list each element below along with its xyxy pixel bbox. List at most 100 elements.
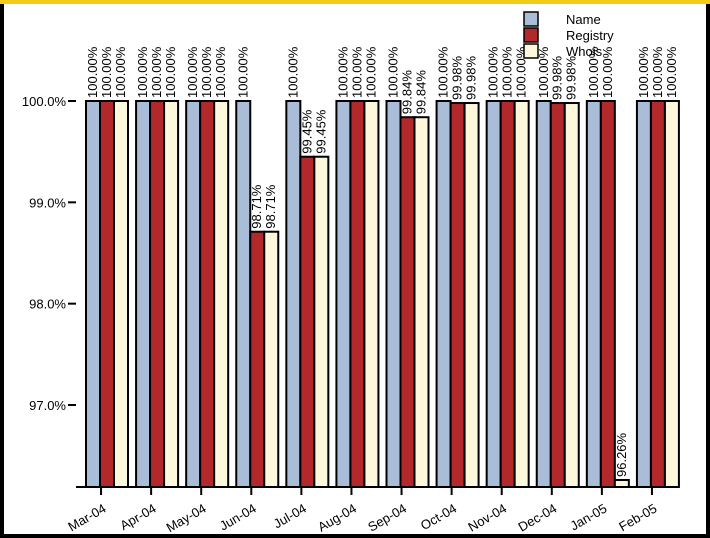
- bar-name-feb-05: [635, 100, 652, 488]
- x-tick-label-aug-04: Aug-04: [315, 501, 359, 534]
- bar-registry-may-04: [199, 100, 216, 488]
- bar-name-mar-04: [85, 100, 101, 488]
- value-label-registry-aug-04: 100.00%: [349, 46, 364, 98]
- value-label-whois-nov-04: 100.00%: [514, 46, 529, 98]
- x-tick-label-jul-04: Jul-04: [271, 501, 309, 532]
- y-tick-label: 99.0%: [29, 195, 66, 210]
- bar-name-oct-04: [435, 100, 452, 488]
- value-label-registry-dec-04: 99.98%: [550, 55, 565, 100]
- bar-name-jan-05: [585, 100, 602, 488]
- x-tick-label-mar-04: Mar-04: [65, 501, 108, 534]
- value-label-whois-apr-04: 100.00%: [163, 46, 178, 98]
- bar-registry-apr-04: [149, 100, 166, 488]
- value-label-name-apr-04: 100.00%: [135, 46, 150, 98]
- bar-whois-dec-04: [563, 102, 580, 488]
- value-label-registry-jun-04: 98.71%: [249, 184, 264, 229]
- bar-registry-aug-04: [349, 100, 366, 488]
- value-label-registry-may-04: 100.00%: [199, 46, 214, 98]
- value-label-registry-feb-05: 100.00%: [650, 46, 665, 98]
- value-label-whois-mar-04: 100.00%: [113, 46, 128, 98]
- value-label-name-may-04: 100.00%: [185, 46, 200, 98]
- value-label-registry-sep-04: 99.84%: [400, 70, 415, 115]
- value-label-whois-sep-04: 99.84%: [414, 70, 429, 115]
- x-tick-label-sep-04: Sep-04: [365, 501, 409, 534]
- value-label-registry-jan-05: 100.00%: [600, 46, 615, 98]
- legend-swatch-registry: [523, 27, 539, 43]
- value-label-registry-mar-04: 100.00%: [99, 46, 114, 98]
- bar-whois-may-04: [213, 100, 230, 488]
- bar-registry-nov-04: [499, 100, 516, 488]
- bar-name-jul-04: [285, 100, 302, 488]
- bar-chart: 100.00% 100.00% 100.00% 100.00% 100.00% 100.0…: [22, 11, 680, 534]
- value-label-name-jan-05: 100.00%: [586, 46, 601, 98]
- value-label-whois-jan-05: 96.26%: [614, 432, 629, 477]
- value-label-name-jul-04: 100.00%: [285, 46, 300, 98]
- legend-label-registry: Registry: [566, 28, 614, 43]
- value-label-registry-apr-04: 100.00%: [149, 46, 164, 98]
- bar-whois-aug-04: [363, 100, 380, 488]
- legend-swatch-whois: [523, 43, 539, 59]
- value-label-whois-oct-04: 99.98%: [464, 55, 479, 100]
- legend-label-whois: Whois: [566, 44, 603, 59]
- chart-panel: 100.00% 100.00% 100.00% 100.00% 100.00% 100.0…: [4, 4, 706, 534]
- bar-whois-nov-04: [513, 100, 530, 488]
- bar-registry-mar-04: [99, 100, 115, 488]
- top-accent-strip: [0, 0, 710, 4]
- bar-whois-jul-04: [313, 155, 330, 488]
- x-tick-label-jan-05: Jan-05: [567, 501, 609, 534]
- bar-registry-feb-05: [649, 100, 666, 488]
- value-label-whois-dec-04: 99.98%: [564, 55, 579, 100]
- x-tick-label-may-04: May-04: [164, 501, 209, 534]
- bar-name-sep-04: [385, 100, 402, 488]
- bar-whois-jun-04: [263, 230, 280, 488]
- y-tick-label: 98.0%: [29, 297, 66, 312]
- bar-registry-jul-04: [299, 155, 316, 488]
- x-tick-label-feb-05: Feb-05: [616, 501, 659, 534]
- bar-name-jun-04: [235, 100, 252, 488]
- bar-registry-dec-04: [549, 102, 566, 488]
- value-label-name-mar-04: 100.00%: [85, 46, 100, 98]
- bar-whois-jan-05: [613, 478, 630, 488]
- legend-label-name: Name: [566, 12, 601, 27]
- x-tick-label-dec-04: Dec-04: [515, 501, 559, 534]
- value-label-whois-aug-04: 100.00%: [363, 46, 378, 98]
- value-label-whois-jul-04: 99.45%: [313, 109, 328, 154]
- bar-name-may-04: [185, 100, 202, 488]
- value-label-name-aug-04: 100.00%: [335, 46, 350, 98]
- legend-swatch-name: [523, 11, 539, 27]
- bar-registry-sep-04: [399, 116, 416, 488]
- bar-whois-feb-05: [663, 100, 680, 488]
- y-tick-label: 97.0%: [29, 398, 66, 413]
- bar-registry-jun-04: [249, 230, 266, 488]
- value-label-name-feb-05: 100.00%: [636, 46, 651, 98]
- x-tick-label-apr-04: Apr-04: [117, 501, 158, 534]
- bar-name-nov-04: [485, 100, 502, 488]
- x-tick-label-oct-04: Oct-04: [418, 501, 459, 533]
- x-tick-label-nov-04: Nov-04: [465, 501, 509, 534]
- value-label-registry-jul-04: 99.45%: [299, 109, 314, 154]
- value-label-name-dec-04: 100.00%: [536, 46, 551, 98]
- value-label-name-nov-04: 100.00%: [486, 46, 501, 98]
- bar-name-dec-04: [535, 100, 552, 488]
- value-label-whois-jun-04: 98.71%: [263, 184, 278, 229]
- bar-name-apr-04: [135, 100, 152, 488]
- x-tick-label-jun-04: Jun-04: [217, 501, 259, 534]
- value-label-name-oct-04: 100.00%: [436, 46, 451, 98]
- value-labels-layer: 100.00% 100.00% 100.00% 100.00% 100.00% 100.0…: [85, 46, 679, 477]
- value-label-registry-nov-04: 100.00%: [500, 46, 515, 98]
- bar-registry-jan-05: [599, 100, 616, 488]
- bar-whois-oct-04: [463, 102, 480, 488]
- value-label-whois-feb-05: 100.00%: [664, 46, 679, 98]
- value-label-name-sep-04: 100.00%: [386, 46, 401, 98]
- y-tick-label: 100.0%: [22, 94, 67, 109]
- bar-whois-apr-04: [163, 100, 180, 488]
- bar-whois-sep-04: [413, 116, 430, 488]
- bar-name-aug-04: [335, 100, 352, 488]
- value-label-name-jun-04: 100.00%: [235, 46, 250, 98]
- bar-whois-mar-04: [113, 100, 129, 488]
- bars-layer: [85, 100, 680, 488]
- value-label-whois-may-04: 100.00%: [213, 46, 228, 98]
- value-label-registry-oct-04: 99.98%: [450, 55, 465, 100]
